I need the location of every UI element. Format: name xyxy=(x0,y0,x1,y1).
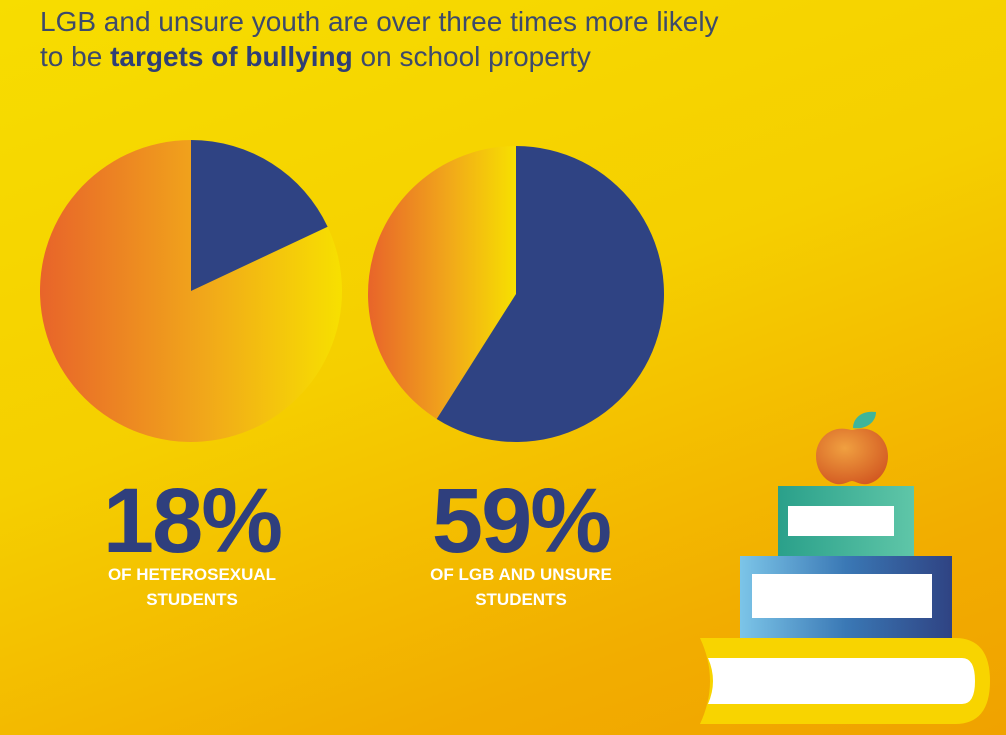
apple-icon xyxy=(816,411,888,485)
caption-lgb-unsure-line1: OF LGB AND UNSURE xyxy=(430,565,612,584)
pie-slice-not-bullied-lgb-unsure xyxy=(368,146,516,419)
caption-lgb-unsure-line2: STUDENTS xyxy=(475,590,567,609)
percentage-label-lgb-unsure: 59% xyxy=(431,470,612,572)
headline: LGB and unsure youth are over three time… xyxy=(40,4,720,74)
bottom-book-pages xyxy=(708,658,975,704)
caption-heterosexual: OF HETEROSEXUAL STUDENTS xyxy=(42,562,342,612)
middle-book-pages xyxy=(752,574,932,618)
apple-leaf xyxy=(853,411,876,429)
pie-chart-lgb-unsure xyxy=(368,146,665,442)
pie-slice-not-bullied-heterosexual xyxy=(39,140,342,443)
caption-lgb-unsure: OF LGB AND UNSURE STUDENTS xyxy=(371,562,671,612)
headline-bold: targets of bullying xyxy=(110,41,353,72)
caption-heterosexual-line2: STUDENTS xyxy=(146,590,238,609)
pie-chart-heterosexual xyxy=(39,140,342,443)
top-book-pages xyxy=(788,506,894,536)
headline-part2: on school property xyxy=(352,41,591,72)
pie-slice-bullied-heterosexual xyxy=(191,140,328,291)
apple-body xyxy=(816,428,888,485)
caption-heterosexual-line1: OF HETEROSEXUAL xyxy=(107,565,277,584)
book-stack-icon xyxy=(700,486,990,724)
pie-slice-bullied-lgb-unsure xyxy=(436,146,665,442)
percentage-label-heterosexual: 18% xyxy=(102,470,283,572)
headline-part1: LGB and unsure youth are over three time… xyxy=(40,6,719,72)
